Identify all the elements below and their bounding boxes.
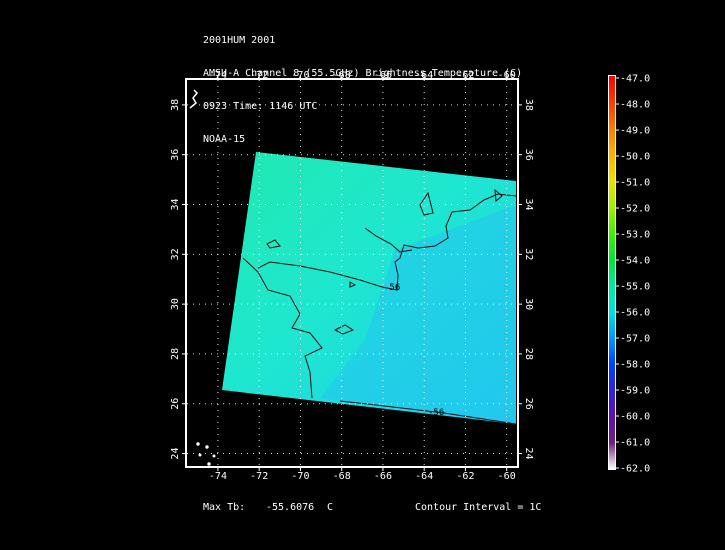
coastline [189,89,216,466]
colorbar-label: -55.0 [620,282,650,293]
colorbar-label: -62.0 [620,464,650,475]
colorbar-bar [609,76,615,469]
max-tb-unit: C [327,502,334,513]
colorbar-frame [608,75,616,470]
lat-label-right: 26 [523,398,534,410]
max-tb-label: Max Tb: [203,502,246,513]
lon-label-top: -66 [374,70,392,81]
lat-label-right: 34 [523,198,534,210]
lat-label-left: 24 [170,448,181,460]
lat-label-right: 38 [523,99,534,111]
header-line-3: 0923 Time: 1146 UTC [203,101,318,112]
lat-label-left: 38 [170,99,181,111]
colorbar-label: -57.0 [620,334,650,345]
lat-label-left: 30 [170,298,181,310]
colorbar-label: -58.0 [620,360,650,371]
lat-label-right: 32 [523,248,534,260]
colorbar-label: -47.0 [620,74,650,85]
lat-label-right: 24 [523,448,534,460]
header-line-4: NOAA-15 [203,134,246,145]
lon-label-bottom: -64 [415,471,433,482]
contour-line-west [242,257,323,399]
lat-label-right: 30 [523,298,534,310]
island-5 [207,462,211,466]
lat-label-left: 34 [170,198,181,210]
lon-label-bottom: -62 [456,471,474,482]
lon-label-top: -60 [498,70,516,81]
swath-cool-region [320,205,516,424]
contour-lines [242,188,517,425]
lon-label-bottom: -74 [209,471,227,482]
axis-ticks: -74 -74 -72 -72 -70 -70 -68 -68 -66 -66 -64 -64 -62 -… [170,70,534,482]
header-text: 2001HUM 2001 AMSU-A Channel 8 (55.5GHz) … [203,13,522,156]
contour-label-1: -56 [384,283,400,293]
contour-loop-4 [494,188,503,202]
colorbar-label: -59.0 [620,386,650,397]
contour-loop-5 [349,281,357,288]
island-3 [198,453,202,457]
island-4 [212,454,216,458]
colorbar-label: -49.0 [620,126,650,137]
colorbar-label: -50.0 [620,152,650,163]
contour-interval: Contour Interval = 1C [415,502,542,513]
lon-label-top: -64 [415,70,433,81]
lon-label-bottom: -68 [333,471,351,482]
contour-line-south [339,400,517,425]
lat-label-left: 28 [170,348,181,360]
colorbar-label: -51.0 [620,178,650,189]
colorbar-label: -61.0 [620,438,650,449]
colorbar-label: -52.0 [620,204,650,215]
lon-label-bottom: -70 [291,471,309,482]
lat-label-right: 36 [523,149,534,161]
graticule [187,80,517,466]
island-2 [205,445,209,449]
lon-label-top: -62 [456,70,474,81]
lat-label-right: 28 [523,348,534,360]
contour-line-north [364,227,413,253]
lat-label-left: 26 [170,398,181,410]
island-1 [196,442,200,446]
lon-label-top: -74 [209,70,227,81]
colorbar-label: -60.0 [620,412,650,423]
colorbar-label: -54.0 [620,256,650,267]
colorbar-label: -56.0 [620,308,650,319]
max-tb-value: -55.6076 [266,502,315,513]
lon-label-top: -72 [250,70,268,81]
lat-label-left: 32 [170,248,181,260]
header-line-2: AMSU-A Channel 8 (55.5GHz) Brightness Te… [203,68,523,79]
contour-label-2: -56 [428,408,444,418]
lon-label-bottom: -72 [250,471,268,482]
colorbar-label: -53.0 [620,230,650,241]
lon-label-bottom: -60 [498,471,516,482]
lon-label-top: -70 [291,70,309,81]
map-frame [185,78,519,468]
header-line-1: 2001HUM 2001 [203,35,276,46]
colorbar-labels: -47.0 -48.0 -49.0 -50.0 -51.0 -52.0 -53.0 -54.0… [615,74,650,475]
lon-label-bottom: -66 [374,471,392,482]
contour-loop-3 [419,191,434,216]
lon-label-top: -68 [333,70,351,81]
colorbar-label: -48.0 [620,100,650,111]
lat-label-left: 36 [170,149,181,161]
contour-loop-1 [266,239,281,249]
